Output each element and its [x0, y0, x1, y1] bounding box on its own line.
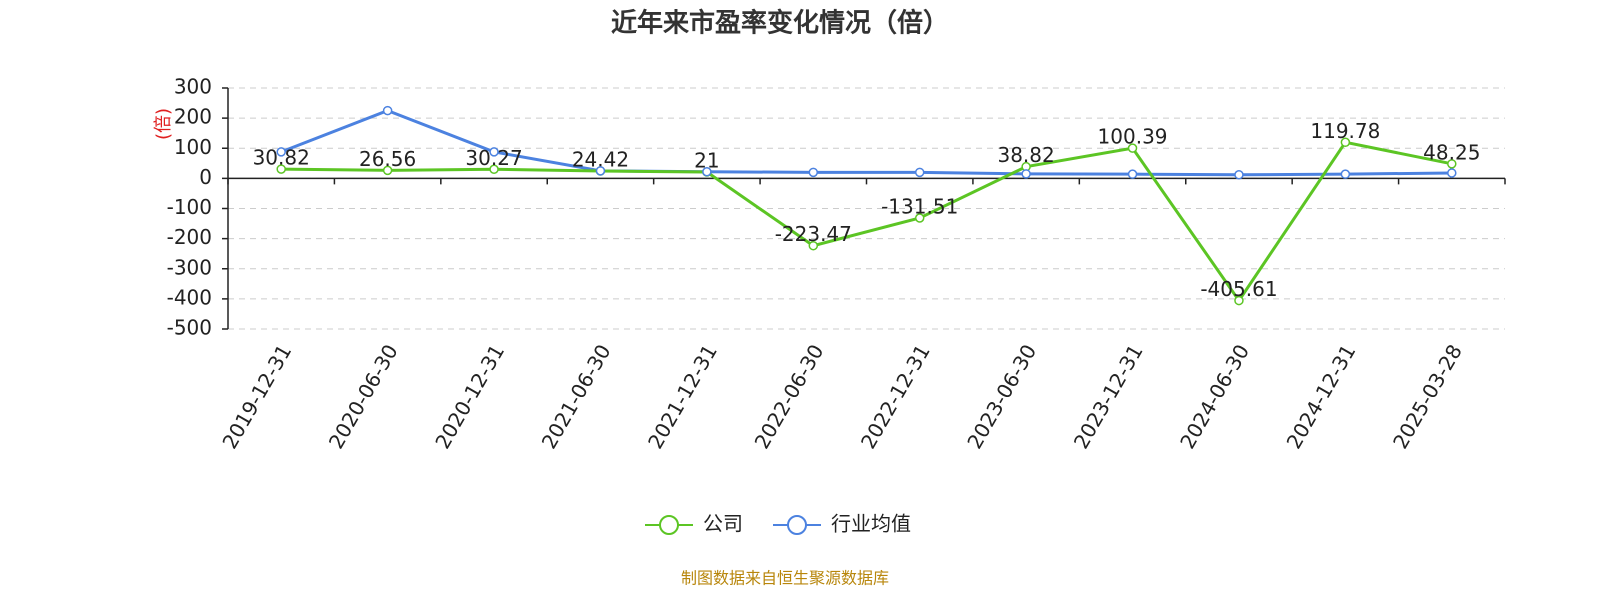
data-label: 38.82 — [997, 143, 1054, 167]
data-label: 26.56 — [359, 147, 416, 171]
x-tick-label: 2024-06-30 — [1175, 340, 1254, 453]
point — [489, 147, 499, 157]
point — [914, 213, 925, 223]
y-tick-label: -500 — [167, 316, 212, 340]
x-tick-label: 2023-06-30 — [962, 340, 1041, 453]
data-label: 100.39 — [1098, 125, 1168, 149]
point — [1127, 143, 1138, 153]
legend-label: 行业均值 — [831, 512, 911, 536]
point — [1021, 169, 1031, 179]
point — [808, 167, 819, 178]
x-tick-label: 2020-12-31 — [430, 340, 509, 453]
legend-marker — [659, 515, 679, 535]
y-tick-label: -300 — [167, 255, 212, 279]
y-tick-label: 0 — [199, 165, 212, 189]
x-tick-label: 2019-12-31 — [217, 340, 296, 453]
point — [276, 164, 286, 174]
point — [1340, 169, 1351, 179]
point — [595, 166, 606, 176]
point — [1340, 137, 1351, 148]
point — [1127, 169, 1138, 179]
data-label: -131.51 — [881, 194, 958, 218]
data-label: -405.61 — [1200, 277, 1277, 301]
source-note: 制图数据来自恒生聚源数据库 — [681, 569, 889, 588]
series-line — [281, 140, 1453, 304]
point — [702, 166, 712, 177]
y-tick-label: 300 — [174, 75, 212, 99]
legend-label: 公司 — [703, 512, 743, 536]
series-line — [280, 108, 1452, 177]
y-axis-label: (倍) — [153, 108, 174, 140]
y-tick-label: -200 — [167, 225, 212, 249]
y-tick-label: -100 — [167, 195, 212, 219]
point — [1447, 168, 1457, 178]
point — [489, 164, 499, 175]
x-tick-label: 2020-06-30 — [324, 340, 403, 453]
point — [1234, 295, 1244, 306]
point — [808, 240, 819, 251]
y-tick-label: 200 — [174, 105, 212, 129]
x-tick-label: 2024-12-31 — [1282, 340, 1361, 453]
x-tick-label: 2023-12-31 — [1069, 340, 1148, 453]
data-label: 119.78 — [1310, 119, 1380, 143]
x-tick-label: 2022-06-30 — [749, 340, 828, 453]
x-tick-label: 2021-06-30 — [537, 340, 616, 453]
x-tick-label: 2025-03-28 — [1388, 340, 1467, 453]
point — [382, 105, 393, 116]
data-label: -223.47 — [775, 222, 852, 246]
point — [1447, 159, 1457, 169]
point — [1234, 170, 1244, 180]
legend-marker — [787, 515, 807, 535]
y-tick-label: 100 — [174, 135, 212, 159]
chart-title: 近年来市盈率变化情况（倍） — [611, 8, 949, 39]
x-tick-label: 2021-12-31 — [643, 340, 722, 453]
data-label: 48.25 — [1423, 140, 1480, 164]
point — [914, 167, 925, 178]
point — [382, 165, 393, 176]
y-tick-label: -400 — [167, 285, 212, 309]
x-tick-label: 2022-12-31 — [856, 340, 935, 453]
point — [276, 147, 286, 157]
